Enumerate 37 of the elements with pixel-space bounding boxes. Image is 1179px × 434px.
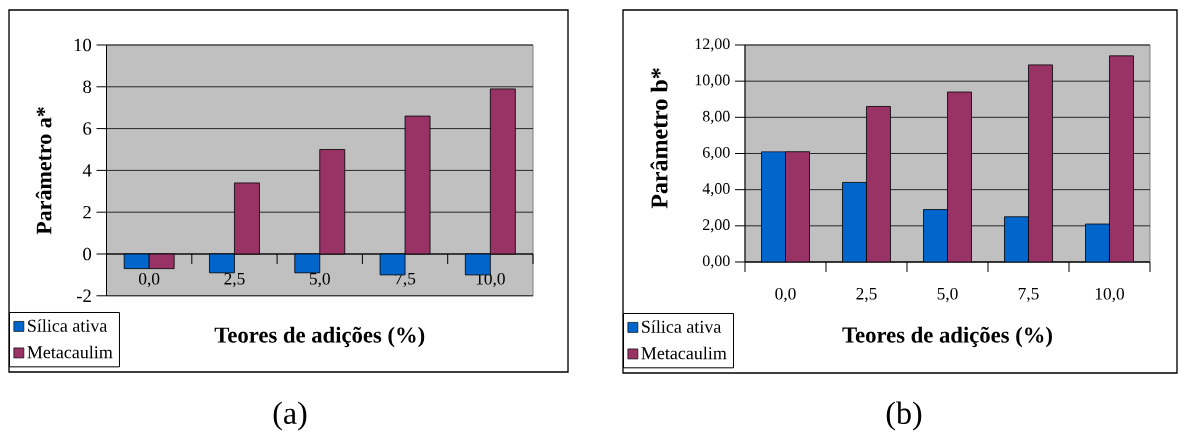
legend-label: Metacaulim bbox=[27, 345, 113, 359]
bar bbox=[785, 151, 810, 262]
y-tick-label: 8 bbox=[83, 80, 92, 94]
bar bbox=[1028, 64, 1053, 262]
x-tick-label: 5,0 bbox=[309, 272, 330, 288]
x-tick-label: 0,0 bbox=[138, 272, 160, 288]
y-tick-label: 4,00 bbox=[702, 183, 730, 197]
y-tick-label: -2 bbox=[76, 289, 91, 302]
x-tick-label: 0,0 bbox=[775, 287, 796, 303]
y-tick-label: 12,00 bbox=[695, 38, 730, 52]
y-tick-label: 10 bbox=[74, 38, 92, 52]
y-tick-label: 10,00 bbox=[695, 74, 730, 88]
x-tick-label: 10,0 bbox=[1095, 287, 1125, 303]
y-tick-label: 4 bbox=[82, 164, 92, 177]
y-tick-label: 6,00 bbox=[702, 146, 730, 161]
bar bbox=[947, 91, 972, 262]
x-tick-label: 2,5 bbox=[856, 287, 877, 303]
y-tick-label: 0 bbox=[83, 247, 92, 261]
text: (a) bbox=[273, 401, 307, 431]
x-tick-label: 7,5 bbox=[1018, 287, 1039, 303]
legend-label: Sílica ativa bbox=[28, 319, 108, 332]
y-tick-label: 6 bbox=[83, 122, 92, 135]
y-axis-title: Parâmetro b* bbox=[650, 68, 668, 209]
x-tick-label: 5,0 bbox=[937, 287, 958, 303]
x-axis-title: Teores de adições (%) bbox=[214, 326, 425, 348]
bar bbox=[1109, 55, 1134, 262]
y-tick-label: 8,00 bbox=[702, 110, 730, 124]
x-axis-title: Teores de adições (%) bbox=[842, 326, 1052, 348]
x-tick-label: 2,5 bbox=[224, 272, 245, 288]
bar bbox=[866, 106, 891, 262]
y-tick-label: 2 bbox=[83, 206, 91, 219]
y-tick-label: 2,00 bbox=[703, 219, 730, 233]
text: (b) bbox=[886, 401, 922, 431]
legend-label: Metacaulim bbox=[641, 346, 727, 360]
y-axis-title: Parâmetro a* bbox=[35, 107, 52, 235]
y-tick-label: 0,00 bbox=[702, 255, 730, 269]
legend-label: Sílica ativa bbox=[642, 320, 722, 333]
